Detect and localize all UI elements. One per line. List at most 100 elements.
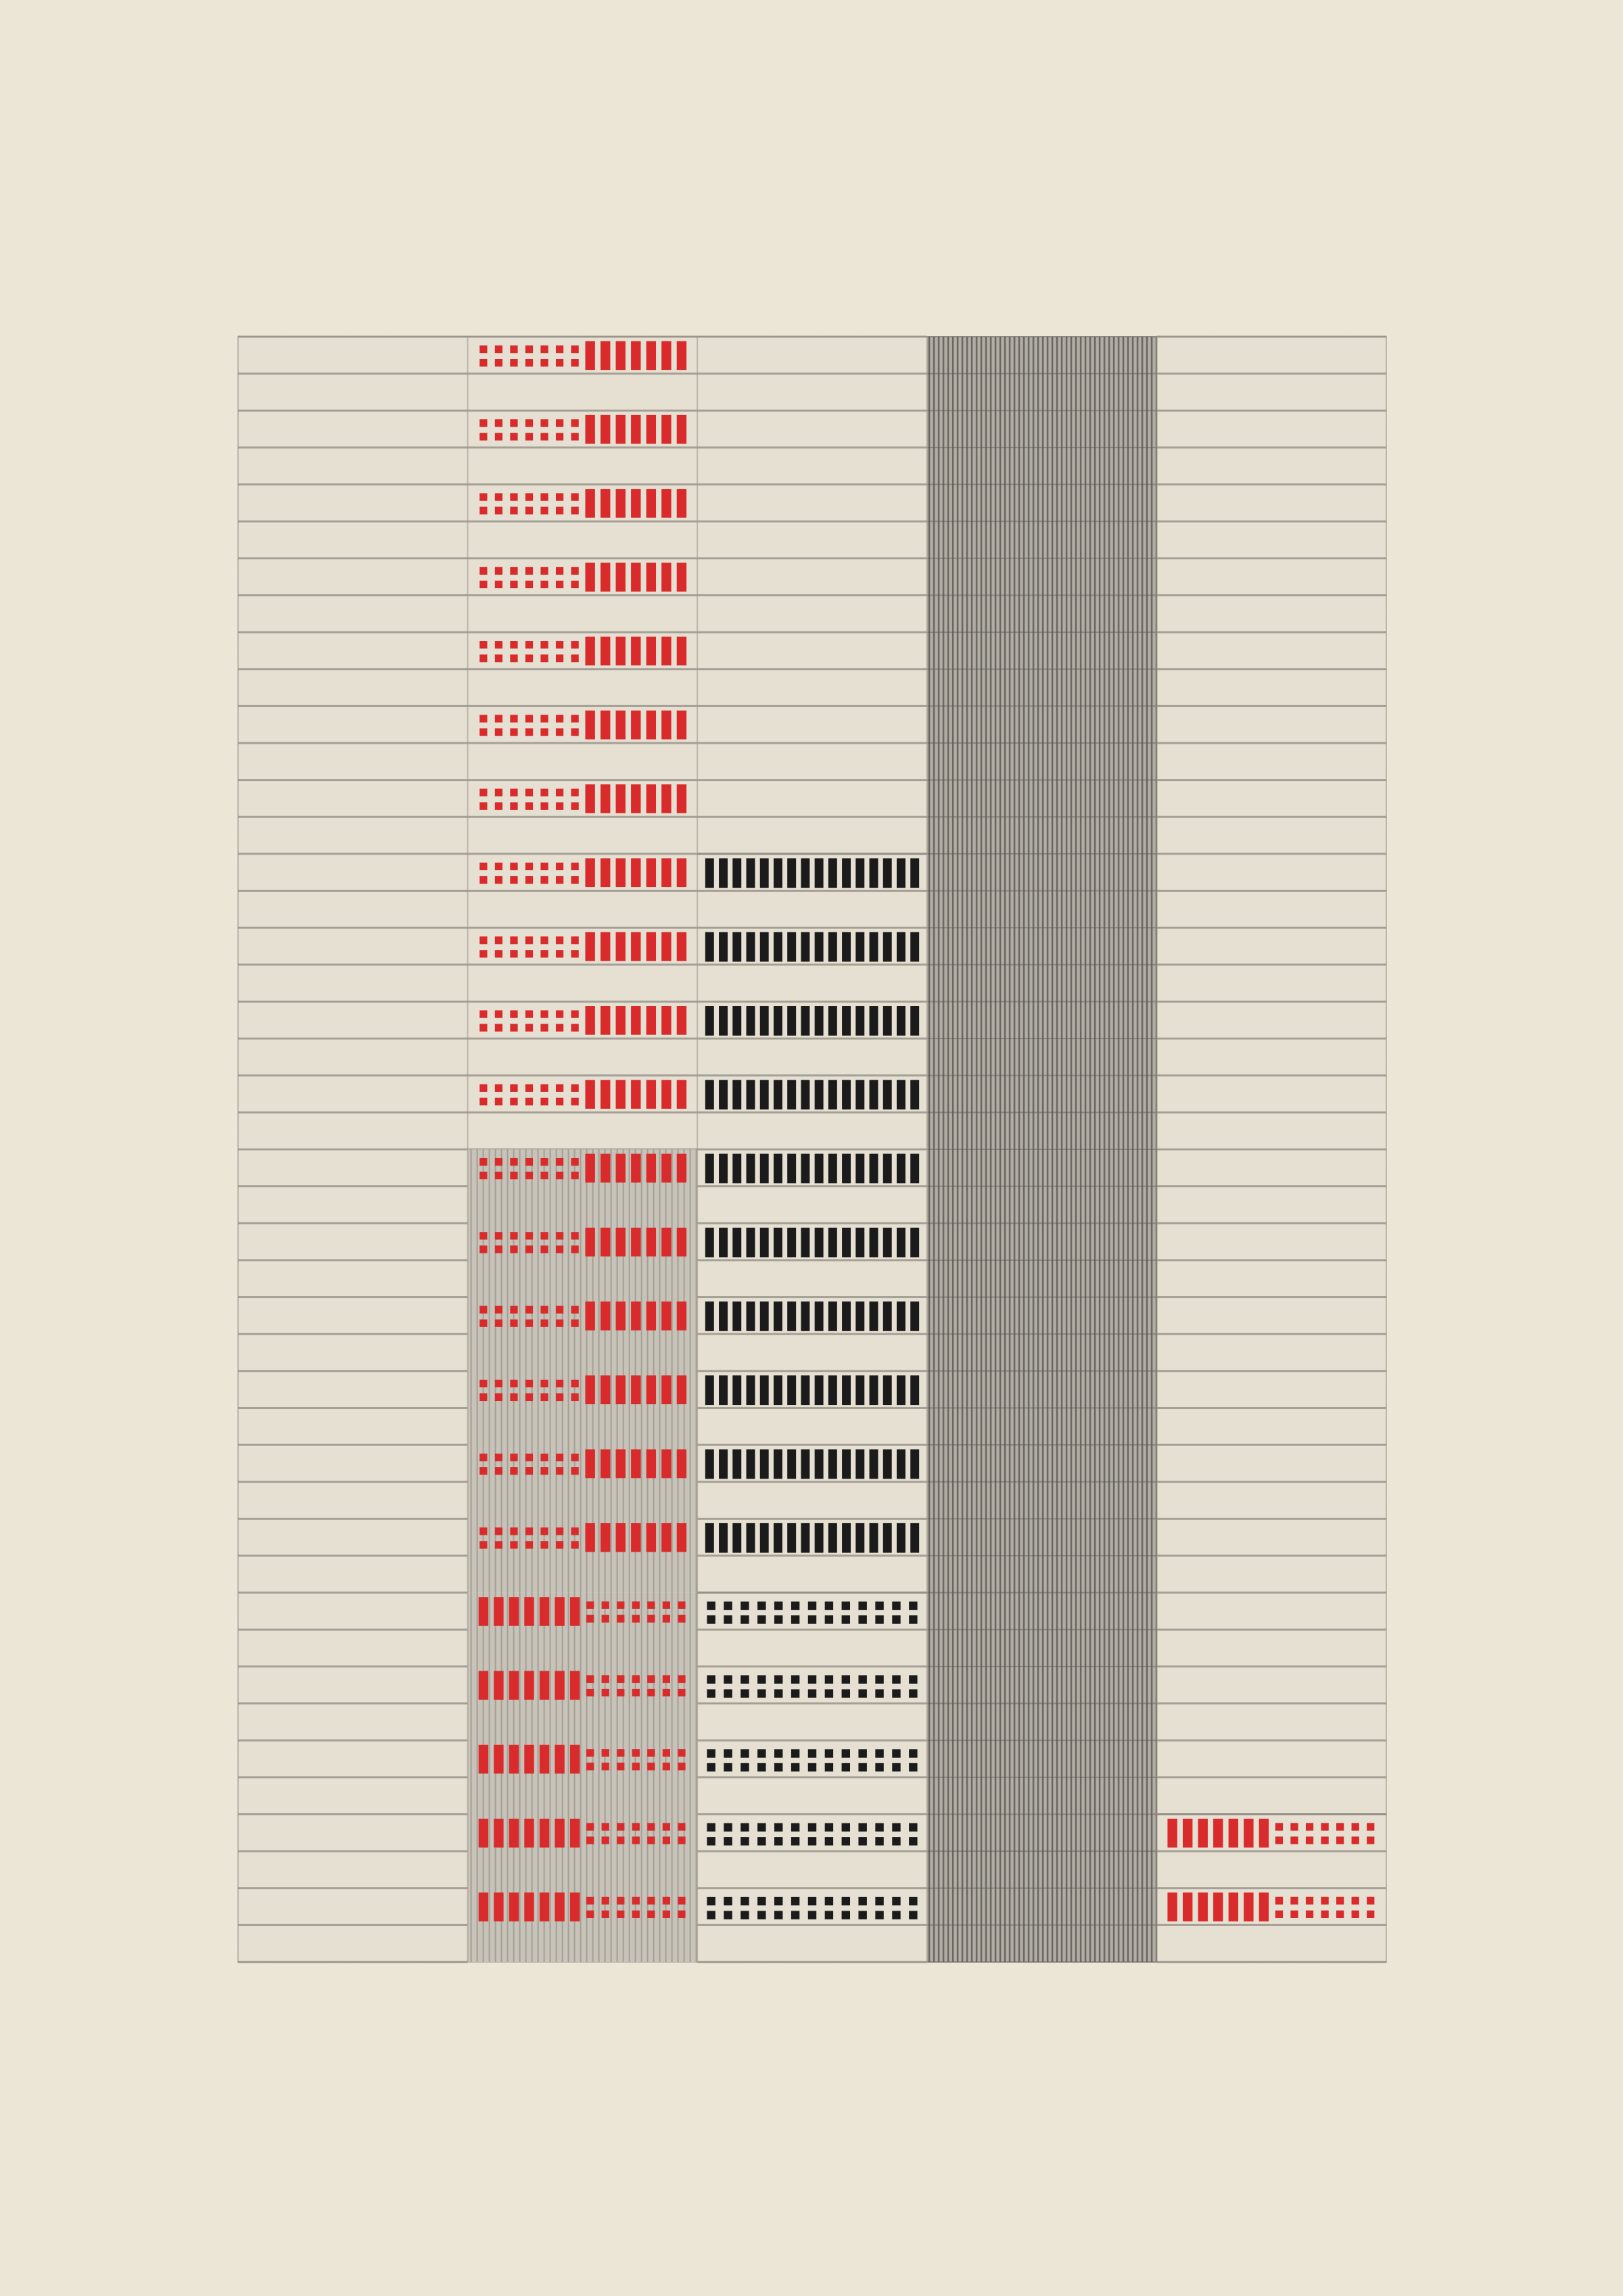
bar-mark <box>646 1375 657 1404</box>
column-divider <box>926 337 928 1962</box>
dot-mark <box>555 358 564 367</box>
bar-mark <box>676 1301 687 1331</box>
dot-mark <box>586 1836 594 1844</box>
bar-mark <box>773 932 782 962</box>
dot-mark <box>724 1896 732 1906</box>
ruled-line <box>467 373 698 375</box>
pinstripe-row-line <box>926 1850 1157 1852</box>
dot-mark <box>824 1601 834 1610</box>
bar-mark <box>631 563 641 592</box>
dot-mark <box>525 1097 534 1105</box>
dot-mark <box>571 1010 579 1018</box>
bar-mark <box>759 1449 769 1479</box>
dot-mark <box>555 1010 564 1018</box>
dot-mark <box>892 1601 901 1610</box>
bar-mark <box>615 1375 626 1404</box>
weave-warp-thread <box>628 1592 630 1962</box>
dot-mark <box>791 1749 800 1758</box>
weave-warp-thread <box>488 1149 490 1593</box>
weave-warp-thread <box>470 1592 472 1962</box>
dot-mark <box>479 1393 488 1402</box>
ruled-line <box>697 373 927 375</box>
dot-mark <box>555 1467 564 1475</box>
dot-mark <box>774 1749 783 1758</box>
bar-mark <box>814 1153 824 1184</box>
ruled-line <box>238 1850 468 1852</box>
bar-mark <box>732 1006 742 1036</box>
dot-mark <box>632 1601 640 1609</box>
dot-mark <box>571 1527 579 1535</box>
dot-mark <box>807 1615 817 1624</box>
bar-mark <box>773 858 782 888</box>
ruled-line <box>238 631 468 633</box>
bar-mark <box>585 1227 595 1257</box>
dot-mark <box>540 433 548 441</box>
dot-mark <box>510 788 518 796</box>
ruled-line <box>238 1259 468 1262</box>
bar-mark <box>773 1080 782 1109</box>
dot-mark <box>555 1084 564 1092</box>
weave-warp-thread <box>592 1149 594 1593</box>
dot-mark <box>571 1024 579 1032</box>
weave-warp-thread <box>549 1149 551 1593</box>
bar-mark <box>661 636 672 666</box>
bar-mark <box>719 932 728 962</box>
weave-warp-thread <box>695 1592 697 1962</box>
pinstripe-row-line <box>926 1001 1157 1003</box>
ruled-line <box>697 1961 927 1963</box>
dot-mark <box>510 862 518 871</box>
dot-mark <box>892 1675 901 1684</box>
pinstripe-row-line <box>926 1444 1157 1446</box>
bar-mark <box>615 858 626 888</box>
dot-mark <box>479 1541 488 1549</box>
dot-mark <box>525 1010 534 1018</box>
weave-warp-thread <box>616 1592 618 1962</box>
ruled-line <box>467 779 698 782</box>
ruled-line <box>697 704 927 707</box>
pinstripe-row-line <box>926 557 1157 559</box>
dot-mark <box>510 345 518 354</box>
ruled-line <box>467 483 698 486</box>
ruled-line <box>1156 1406 1386 1409</box>
dot-mark <box>740 1896 749 1906</box>
dot-mark <box>510 1171 518 1180</box>
bar-mark <box>719 858 728 888</box>
dot-mark <box>632 1910 640 1918</box>
dot-mark <box>540 1171 548 1180</box>
ruled-line <box>238 1037 468 1040</box>
weave-warp-thread <box>573 1592 575 1962</box>
bar-mark <box>787 1006 797 1036</box>
bar-mark <box>661 1449 672 1479</box>
dot-mark <box>824 1837 834 1846</box>
dot-mark <box>571 1379 579 1388</box>
bar-mark <box>569 1597 580 1626</box>
bar-mark <box>719 1523 728 1553</box>
ruled-line <box>238 1592 468 1594</box>
bar-mark <box>801 1449 810 1479</box>
dot-mark <box>617 1763 625 1771</box>
dot-mark <box>494 802 503 810</box>
bar-mark <box>661 784 672 813</box>
pinstripe-row-line <box>926 631 1157 633</box>
pinstripe-line <box>989 337 992 1962</box>
bar-mark <box>601 341 611 370</box>
dot-mark <box>525 419 534 427</box>
dot-mark <box>1336 1910 1344 1918</box>
dot-mark <box>632 1688 640 1697</box>
bar-mark <box>855 932 865 962</box>
dot-mark <box>586 1763 594 1771</box>
dot-mark <box>494 1157 503 1166</box>
dot-mark <box>1305 1910 1314 1918</box>
dot-mark <box>875 1675 884 1684</box>
dot-mark <box>494 1454 503 1462</box>
bar-mark <box>524 1597 534 1626</box>
dot-mark <box>525 1024 534 1032</box>
bar-mark <box>705 1080 714 1109</box>
weave-warp-thread <box>634 1149 636 1593</box>
dot-mark <box>510 950 518 958</box>
bar-mark <box>828 1080 837 1109</box>
dot-mark <box>510 1084 518 1092</box>
bar-mark <box>601 932 611 961</box>
dot-mark <box>510 567 518 575</box>
bar-mark <box>801 1153 810 1184</box>
